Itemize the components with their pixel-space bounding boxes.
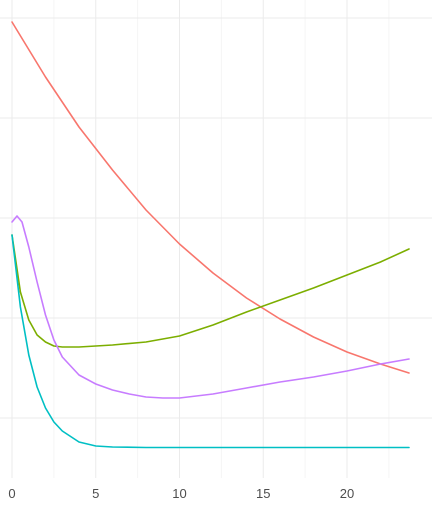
x-axis-tick-labels: 0 5 10 15 20 (8, 486, 354, 501)
x-tick-label-5: 5 (92, 486, 99, 501)
series-layer (11, 21, 410, 449)
grid-layer (0, 0, 432, 478)
x-tick-label-15: 15 (256, 486, 270, 501)
x-tick-label-0: 0 (8, 486, 15, 501)
x-tick-label-20: 20 (340, 486, 354, 501)
x-tick-label-10: 10 (172, 486, 186, 501)
series-line-4 (11, 215, 410, 399)
series-line-3 (11, 234, 410, 449)
series-line-1 (11, 21, 410, 374)
series-line-2 (11, 234, 410, 348)
